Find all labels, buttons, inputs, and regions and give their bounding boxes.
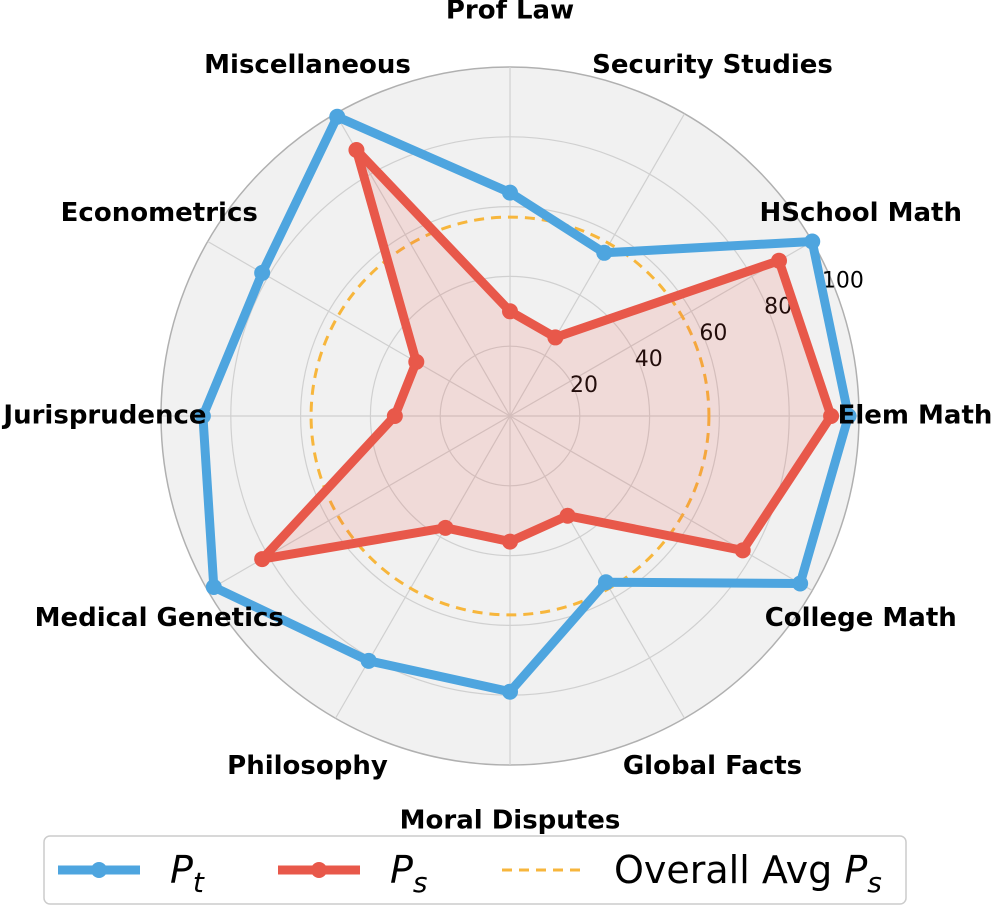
legend-label-symbol: P (844, 848, 867, 892)
point-s-elem-math (823, 408, 840, 424)
reference-line-overall-avg (309, 215, 711, 617)
legend-swatch-marker (311, 862, 327, 878)
legend-label-subscript: s (413, 866, 428, 899)
legend-label-subscript: t (193, 866, 205, 899)
legend-item-t: Pt (58, 848, 205, 899)
spoke-college-math (509, 415, 813, 592)
legend-label: Ps (390, 848, 428, 899)
category-label-jurisprudence: Jurisprudence (1, 401, 206, 431)
legend-label: Pt (170, 848, 205, 899)
series-layer (194, 108, 857, 700)
point-s-moral-disputes (502, 533, 518, 550)
point-s-security-studies (547, 329, 564, 346)
category-label-security-studies: Security Studies (592, 50, 833, 80)
category-label-hschool-math: HSchool Math (760, 198, 962, 228)
spoke-security-studies (509, 113, 686, 417)
point-t-college-math (792, 575, 809, 592)
r-tick-20: 20 (570, 373, 598, 398)
legend-item-overall-avg: Overall Avg Ps (502, 848, 882, 899)
grid-layer (160, 66, 860, 766)
legend-label-prefix: Overall Avg (614, 848, 844, 892)
legend-label-subscript: s (867, 866, 882, 899)
legend-item-s: Ps (278, 848, 428, 899)
category-label-prof-law: Prof Law (446, 0, 574, 26)
r-tick-100: 100 (822, 269, 864, 294)
series-area-s (262, 150, 832, 560)
point-s-college-math (734, 542, 751, 559)
r-tick-60: 60 (699, 321, 727, 346)
point-t-global-facts (597, 574, 614, 591)
point-s-econometrics (408, 353, 425, 370)
point-s-hschool-math (770, 252, 787, 269)
legend-swatch-marker (91, 862, 107, 878)
point-t-prof-law (502, 184, 518, 201)
point-t-hschool-math (804, 233, 821, 250)
legend-frame (43, 835, 907, 905)
legend-label-symbol: P (170, 848, 193, 892)
point-t-medical-genetics (205, 579, 222, 596)
legend-label-symbol: P (390, 848, 413, 892)
category-label-global-facts: Global Facts (623, 751, 802, 781)
category-label-econometrics: Econometrics (61, 198, 258, 228)
r-tick-40: 40 (635, 347, 663, 372)
spoke-philosophy (334, 415, 511, 719)
point-t-moral-disputes (502, 683, 518, 700)
legend-label: Overall Avg Ps (614, 848, 882, 899)
category-label-college-math: College Math (765, 603, 957, 633)
point-t-econometrics (254, 264, 271, 281)
point-s-philosophy (437, 519, 454, 536)
point-t-jurisprudence (194, 408, 211, 424)
category-label-miscellaneous: Miscellaneous (204, 50, 411, 80)
point-s-miscellaneous (348, 142, 365, 159)
point-s-prof-law (502, 303, 518, 320)
spoke-global-facts (509, 415, 686, 719)
category-label-philosophy: Philosophy (227, 751, 388, 781)
point-t-security-studies (596, 244, 613, 261)
point-t-miscellaneous (329, 108, 346, 125)
category-label-medical-genetics: Medical Genetics (35, 603, 284, 633)
point-s-jurisprudence (386, 408, 403, 424)
legend: Pt Ps Overall Avg Ps (43, 835, 907, 905)
point-t-elem-math (840, 408, 857, 424)
category-label-elem-math: Elem Math (838, 401, 993, 431)
category-label-moral-disputes: Moral Disputes (400, 806, 621, 836)
series-p-s (254, 142, 840, 568)
category-labels: Elem Math HSchool Math Security Studies Pro… (1, 0, 992, 836)
point-s-medical-genetics (254, 551, 271, 568)
series-p-t (194, 108, 857, 700)
point-t-philosophy (360, 652, 377, 669)
point-s-global-facts (559, 507, 576, 524)
